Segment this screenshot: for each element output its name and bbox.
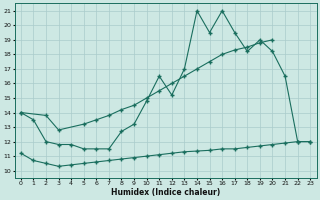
X-axis label: Humidex (Indice chaleur): Humidex (Indice chaleur) [111,188,220,197]
